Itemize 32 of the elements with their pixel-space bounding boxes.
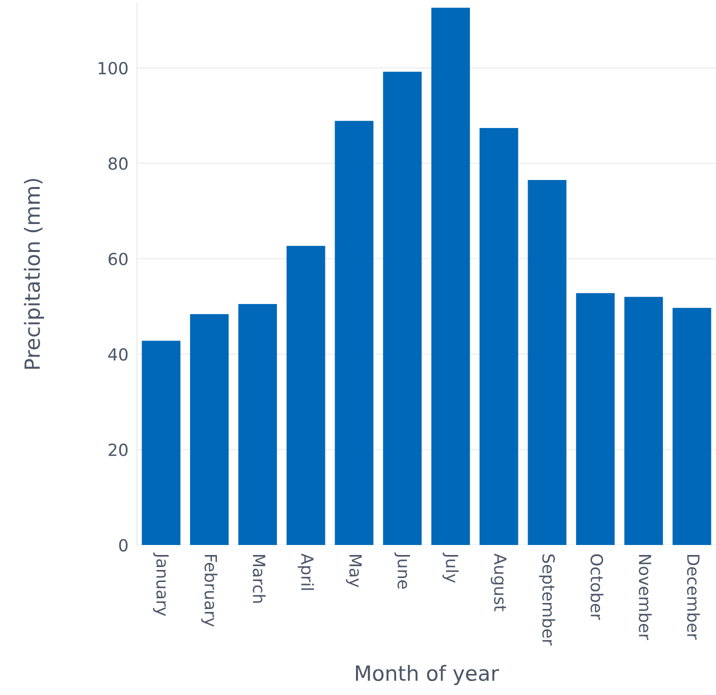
x-tick-label: November xyxy=(638,554,652,640)
bar xyxy=(334,120,374,545)
x-axis-title: Month of year xyxy=(356,664,500,686)
x-tick-label: December xyxy=(687,554,700,640)
x-tick-label: February xyxy=(201,554,218,627)
y-tick-label: 100 xyxy=(98,62,128,74)
y-tick-label: 0 xyxy=(119,538,128,552)
x-tick-label: June xyxy=(394,552,410,589)
x-tick-label: September xyxy=(539,554,556,646)
x-tick-label: October xyxy=(590,554,604,620)
bar xyxy=(286,246,326,545)
bar xyxy=(383,72,422,545)
bar xyxy=(190,314,229,545)
x-tick-label: August xyxy=(490,553,506,612)
bar xyxy=(142,340,180,545)
y-tick-label: 20 xyxy=(108,444,128,456)
bar xyxy=(238,304,277,545)
x-tick-label: April xyxy=(298,553,314,590)
bar xyxy=(431,8,470,545)
y-tick-label: 80 xyxy=(108,157,128,170)
bar xyxy=(576,293,615,545)
x-tick-label: March xyxy=(252,554,266,603)
bar xyxy=(672,308,712,545)
y-axis-title: Precipitation (mm) xyxy=(24,178,44,369)
bar xyxy=(528,180,566,545)
x-tick-label: January xyxy=(153,552,169,616)
y-tick-label: 60 xyxy=(108,252,128,266)
y-tick-label: 40 xyxy=(108,348,128,361)
x-tick-label: May xyxy=(346,554,362,588)
bar xyxy=(480,128,518,545)
bar xyxy=(624,296,663,545)
x-tick-label: July xyxy=(442,552,459,583)
